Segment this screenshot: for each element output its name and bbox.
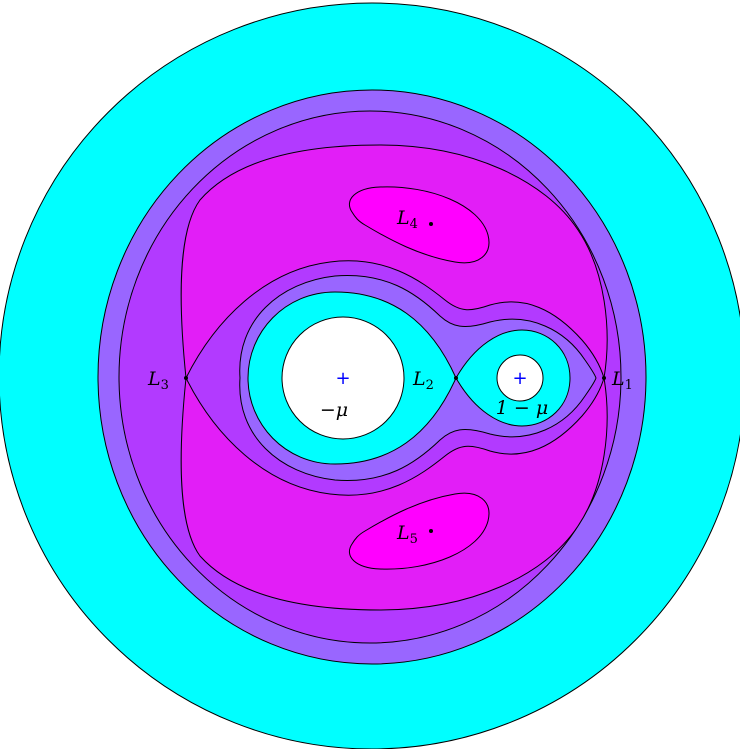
l5-peak-region — [348, 492, 490, 570]
small-body-hole — [496, 354, 544, 402]
l4-point — [429, 222, 433, 226]
l1-point — [602, 376, 606, 380]
l3-point — [184, 376, 188, 380]
l5-label: L5 — [396, 522, 418, 547]
l4-peak-region — [348, 186, 490, 264]
large-body-marker: + — [335, 368, 350, 389]
l3-label: L3 — [147, 368, 169, 393]
l2-label: L2 — [412, 368, 434, 393]
l5-point — [429, 529, 433, 533]
l1-label: L1 — [611, 368, 633, 393]
small-body-marker: + — [512, 368, 527, 389]
small-body-label: 1 − μ — [496, 397, 548, 419]
l2-point — [454, 376, 458, 380]
l4-label: L4 — [396, 207, 418, 232]
large-body-hole — [281, 316, 405, 440]
large-body-label: −μ — [320, 399, 348, 421]
